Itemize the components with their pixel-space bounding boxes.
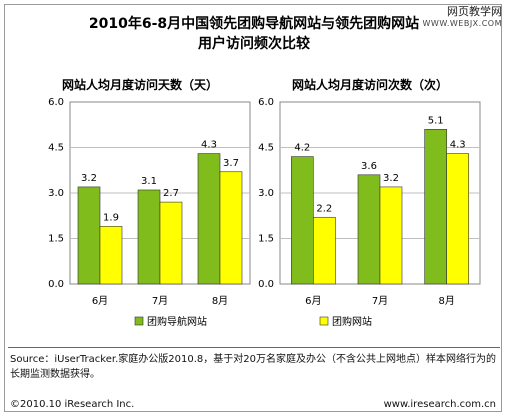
bar	[291, 156, 314, 285]
data-label: 4.2	[294, 143, 310, 154]
copyright: ©2010.10 iResearch Inc.	[10, 399, 135, 410]
y-tick-label: 1.5	[258, 234, 274, 245]
bar	[99, 226, 123, 285]
y-tick-label: 4.5	[258, 143, 274, 154]
data-label: 4.3	[201, 140, 217, 151]
bar	[137, 189, 161, 285]
right-panel-title: 网站人均月度访问次数（次）	[292, 78, 449, 92]
legend-swatch	[134, 316, 144, 326]
bar	[77, 186, 101, 285]
bar	[159, 201, 183, 285]
left-panel-title: 网站人均月度访问天数（天）	[62, 78, 219, 92]
legend-label: 团购导航网站	[147, 315, 207, 328]
x-tick-label: 8月	[212, 295, 228, 307]
data-label: 2.2	[316, 203, 332, 214]
data-label: 1.9	[103, 212, 119, 223]
y-tick-label: 3.0	[258, 188, 274, 199]
source-divider	[8, 347, 500, 348]
data-label: 3.7	[223, 158, 239, 169]
data-label: 4.3	[450, 140, 466, 151]
data-label: 3.6	[361, 161, 377, 172]
y-tick-label: 4.5	[48, 143, 64, 154]
y-tick-label: 0.0	[48, 279, 64, 290]
data-label: 2.7	[163, 188, 179, 199]
x-tick-label: 7月	[152, 295, 168, 307]
y-tick-label: 6.0	[48, 97, 64, 108]
y-tick-label: 6.0	[258, 97, 274, 108]
y-tick-label: 0.0	[258, 279, 274, 290]
data-label: 3.2	[383, 173, 399, 184]
x-tick-label: 6月	[305, 295, 321, 307]
bar	[357, 174, 381, 285]
bar	[313, 216, 336, 285]
watermark-line2: WWW.WEBJX.COM	[422, 19, 502, 28]
source-note: Source：iUserTracker.家庭办公版2010.8，基于对20万名家…	[10, 354, 496, 380]
bar	[197, 153, 221, 285]
chart-title-line2: 用户访问频次比较	[198, 36, 310, 52]
y-tick-label: 1.5	[48, 234, 64, 245]
legend-swatch	[319, 316, 329, 326]
data-label: 3.1	[141, 176, 157, 187]
chart-title-line1: 2010年6-8月中国领先团购导航网站与领先团购网站	[88, 16, 420, 32]
data-label: 5.1	[428, 115, 444, 126]
watermark-line1: 网页教学网	[447, 5, 502, 18]
x-tick-label: 6月	[92, 295, 108, 307]
chart-frame	[4, 4, 502, 412]
website-url: www.iresearch.com.cn	[383, 399, 496, 410]
legend-label: 团购网站	[332, 315, 372, 328]
y-tick-label: 3.0	[48, 188, 64, 199]
watermark: 网页教学网 WWW.WEBJX.COM	[423, 6, 502, 30]
data-label: 3.2	[81, 173, 97, 184]
bar	[219, 171, 243, 285]
x-tick-label: 7月	[372, 295, 388, 307]
x-tick-label: 8月	[438, 295, 454, 307]
chart-title: 2010年6-8月中国领先团购导航网站与领先团购网站 用户访问频次比较	[0, 14, 508, 54]
bar	[424, 129, 447, 285]
bar	[379, 186, 403, 285]
bar	[446, 153, 469, 285]
